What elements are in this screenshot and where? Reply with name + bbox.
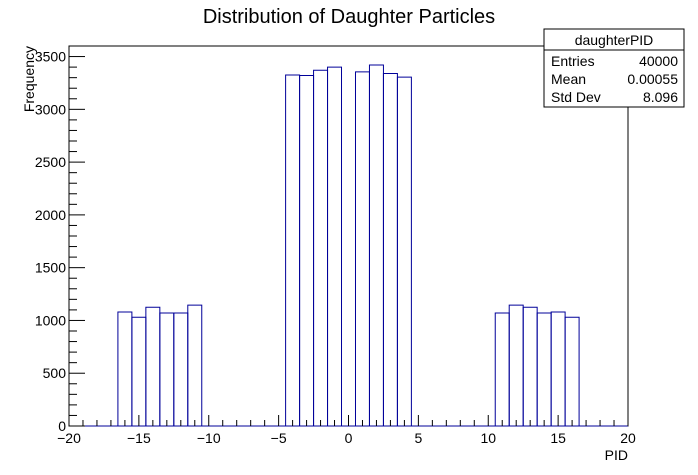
y-tick-label: 2000 [35,207,66,223]
x-tick-label: −5 [271,430,287,446]
histogram-bar [117,311,133,426]
histogram-bar [564,316,580,426]
x-tick-label: −10 [197,430,221,446]
histogram-bar [327,66,343,426]
histogram-bar [382,72,398,426]
x-tick-label: 5 [414,430,422,446]
y-tick-label: 1000 [35,312,66,328]
histogram-bar [536,312,552,426]
histogram-bar [368,64,384,426]
stats-mean-value: 0.00055 [627,71,678,87]
histogram-bar [131,316,147,426]
histogram-bar [494,312,510,426]
x-tick-label: −15 [127,430,151,446]
x-tick-label: −20 [57,430,81,446]
histogram-bar [159,312,175,426]
y-tick-label: 2500 [35,154,66,170]
x-tick-label: 0 [345,430,353,446]
x-axis-title: PID [605,447,628,463]
stats-stddev-label: Std Dev [551,89,601,105]
x-tick-label: 15 [550,430,566,446]
y-tick-label: 0 [58,418,66,434]
y-tick-label: 3500 [35,49,66,65]
chart-title: Distribution of Daughter Particles [203,6,495,28]
histogram-bars [69,64,628,427]
stats-mean-label: Mean [551,71,586,87]
histogram-bar [313,69,329,426]
histogram-bar [354,71,370,426]
histogram-bar [522,306,538,426]
y-tick-label: 500 [43,365,67,381]
stats-box: daughterPID Entries 40000 Mean 0.00055 S… [543,28,685,108]
stats-entries-value: 40000 [639,53,678,69]
stats-entries-label: Entries [551,53,595,69]
histogram-bar [299,75,315,426]
histogram-bar [187,304,203,426]
y-tick-label: 3000 [35,101,66,117]
stats-box-frame [543,28,685,108]
histogram-bar [285,74,301,426]
y-tick-label: 1500 [35,260,66,276]
histogram-bar [508,304,524,426]
histogram-bar [550,311,566,426]
stats-stddev-value: 8.096 [643,89,678,105]
y-axis-title: Frequency [21,46,37,112]
histogram-bar [396,76,412,426]
x-axis: −20 −15 −10 −5 0 5 10 15 20 [57,415,636,446]
x-tick-label: 20 [620,430,636,446]
stats-box-title: daughterPID [575,32,654,48]
y-axis: 0 500 1000 1500 2000 2500 3000 3500 [35,45,85,434]
x-tick-label: 10 [480,430,496,446]
histogram-bar [173,312,189,426]
histogram-bar [145,306,161,426]
